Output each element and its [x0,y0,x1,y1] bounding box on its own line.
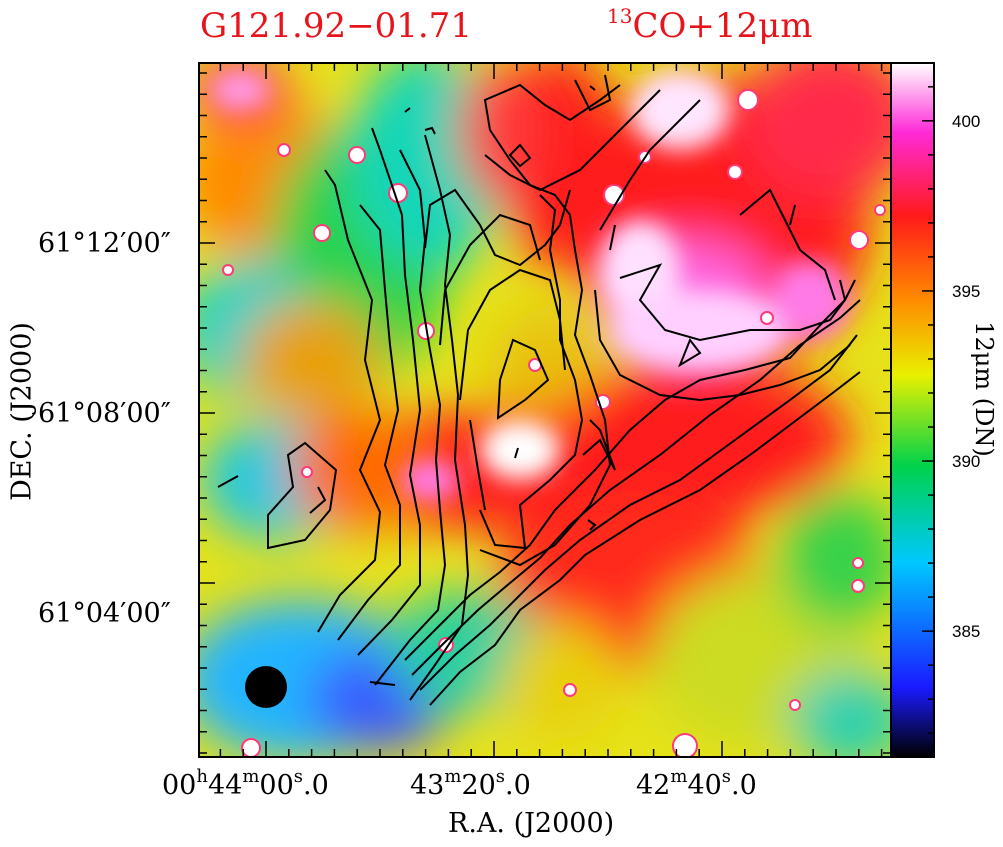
heatmap-image [199,63,891,757]
colorbar-tick-label: 400 [952,112,980,131]
title-superscript: 13 [607,4,633,28]
y-axis-label: DEC. (J2000) [6,322,38,501]
y-tick-label: 61°04′00″ [38,598,171,629]
colorbar: 385 390 395 400 [890,62,980,758]
x-axis-label: R.A. (J2000) [448,808,615,839]
x-tick-label: 42m40s.0 [636,766,757,801]
title-right-text: CO+12μm [632,6,813,46]
co-contours [217,74,861,706]
colorbar-label: 12μm (DN) [970,321,998,457]
chart-title-left: G121.92−01.71 [200,6,472,46]
colorbar-tick-label: 390 [952,452,980,471]
y-tick-label: 61°12′00″ [38,228,171,259]
y-tick-label: 61°08′00″ [38,398,171,429]
chart-title-right: 13CO+12μm [607,4,813,46]
colorbar-tick-label: 395 [952,282,980,301]
x-tick-label: 00h44m00s.0 [162,766,329,801]
beam-marker [245,666,287,708]
colorbar-tick-label: 385 [952,622,980,641]
x-tick-label: 43m20s.0 [410,766,531,801]
